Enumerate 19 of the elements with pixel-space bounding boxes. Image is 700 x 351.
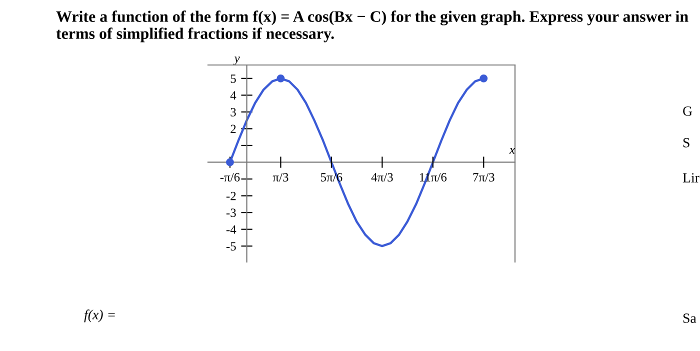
x-tick-label: 7π/3 (473, 173, 494, 182)
y-tick-label: -2 (226, 192, 236, 200)
chart-title: Write a function of the form f(x) = A cos(Bx − C) for the given graph. Express your answer in terms of simplified fractions if necessary. (56, 10, 688, 42)
y-tick-label: -4 (226, 225, 236, 234)
x-tick-label: 4π/3 (371, 173, 393, 182)
text: G (683, 106, 692, 116)
y-tick-label: 2 (230, 124, 236, 134)
x-tick-label: π/3 (272, 173, 288, 182)
y-tick-label: -5 (226, 242, 236, 251)
text: f(x) = (84, 310, 115, 322)
y-tick-label: 4 (230, 91, 236, 100)
y-tick-label: 3 (230, 108, 236, 116)
x-axis-title: x (509, 148, 515, 154)
text: S (683, 138, 690, 148)
y-tick-label: -3 (226, 208, 236, 217)
y-tick-label: 5 (230, 74, 236, 83)
text: Sa (683, 314, 696, 323)
text: Lir (682, 173, 700, 182)
x-tick-label: -π/6 (220, 173, 240, 182)
